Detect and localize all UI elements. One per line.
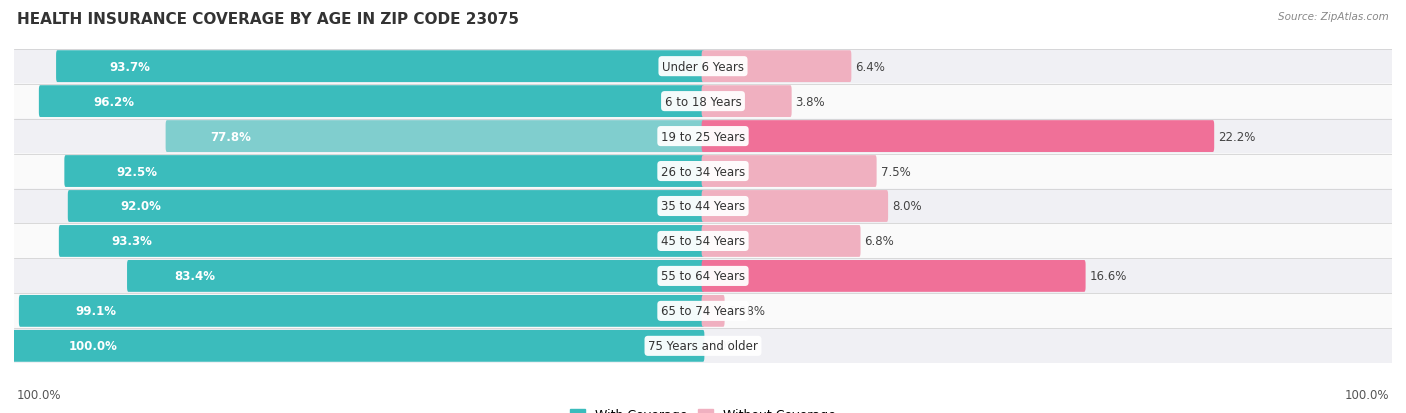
FancyBboxPatch shape — [14, 189, 1392, 224]
FancyBboxPatch shape — [702, 225, 860, 257]
FancyBboxPatch shape — [13, 330, 704, 362]
Text: 92.5%: 92.5% — [117, 165, 157, 178]
Text: 77.8%: 77.8% — [209, 130, 250, 143]
Text: 93.7%: 93.7% — [110, 61, 150, 74]
Text: 0.88%: 0.88% — [728, 305, 765, 318]
FancyBboxPatch shape — [14, 259, 1392, 294]
Text: 16.6%: 16.6% — [1090, 270, 1126, 283]
Text: 22.2%: 22.2% — [1218, 130, 1256, 143]
FancyBboxPatch shape — [18, 295, 704, 327]
FancyBboxPatch shape — [702, 295, 724, 327]
Text: Source: ZipAtlas.com: Source: ZipAtlas.com — [1278, 12, 1389, 22]
Text: 92.0%: 92.0% — [120, 200, 160, 213]
Text: 100.0%: 100.0% — [69, 339, 118, 352]
Text: 75 Years and older: 75 Years and older — [648, 339, 758, 352]
FancyBboxPatch shape — [14, 294, 1392, 329]
Text: 26 to 34 Years: 26 to 34 Years — [661, 165, 745, 178]
Text: 100.0%: 100.0% — [17, 388, 62, 401]
Text: 0.0%: 0.0% — [709, 339, 738, 352]
Text: 6.8%: 6.8% — [865, 235, 894, 248]
FancyBboxPatch shape — [702, 121, 1215, 153]
FancyBboxPatch shape — [14, 329, 1392, 363]
Text: 100.0%: 100.0% — [1344, 388, 1389, 401]
FancyBboxPatch shape — [59, 225, 704, 257]
FancyBboxPatch shape — [14, 84, 1392, 119]
FancyBboxPatch shape — [14, 50, 1392, 84]
Text: 45 to 54 Years: 45 to 54 Years — [661, 235, 745, 248]
Text: 8.0%: 8.0% — [891, 200, 922, 213]
Text: 96.2%: 96.2% — [93, 95, 134, 108]
Text: 99.1%: 99.1% — [75, 305, 115, 318]
Text: 7.5%: 7.5% — [880, 165, 910, 178]
Legend: With Coverage, Without Coverage: With Coverage, Without Coverage — [565, 404, 841, 413]
Text: 65 to 74 Years: 65 to 74 Years — [661, 305, 745, 318]
FancyBboxPatch shape — [702, 260, 1085, 292]
Text: Under 6 Years: Under 6 Years — [662, 61, 744, 74]
FancyBboxPatch shape — [702, 51, 852, 83]
FancyBboxPatch shape — [702, 86, 792, 118]
Text: 35 to 44 Years: 35 to 44 Years — [661, 200, 745, 213]
FancyBboxPatch shape — [14, 119, 1392, 154]
Text: 6.4%: 6.4% — [855, 61, 886, 74]
FancyBboxPatch shape — [127, 260, 704, 292]
Text: 6 to 18 Years: 6 to 18 Years — [665, 95, 741, 108]
FancyBboxPatch shape — [65, 156, 704, 188]
Text: 55 to 64 Years: 55 to 64 Years — [661, 270, 745, 283]
FancyBboxPatch shape — [67, 191, 704, 222]
FancyBboxPatch shape — [14, 154, 1392, 189]
FancyBboxPatch shape — [56, 51, 704, 83]
FancyBboxPatch shape — [166, 121, 704, 153]
FancyBboxPatch shape — [702, 191, 889, 222]
Text: 83.4%: 83.4% — [174, 270, 215, 283]
Text: 19 to 25 Years: 19 to 25 Years — [661, 130, 745, 143]
FancyBboxPatch shape — [14, 224, 1392, 259]
Text: HEALTH INSURANCE COVERAGE BY AGE IN ZIP CODE 23075: HEALTH INSURANCE COVERAGE BY AGE IN ZIP … — [17, 12, 519, 27]
Text: 93.3%: 93.3% — [111, 235, 152, 248]
FancyBboxPatch shape — [39, 86, 704, 118]
Text: 3.8%: 3.8% — [796, 95, 825, 108]
FancyBboxPatch shape — [702, 156, 876, 188]
